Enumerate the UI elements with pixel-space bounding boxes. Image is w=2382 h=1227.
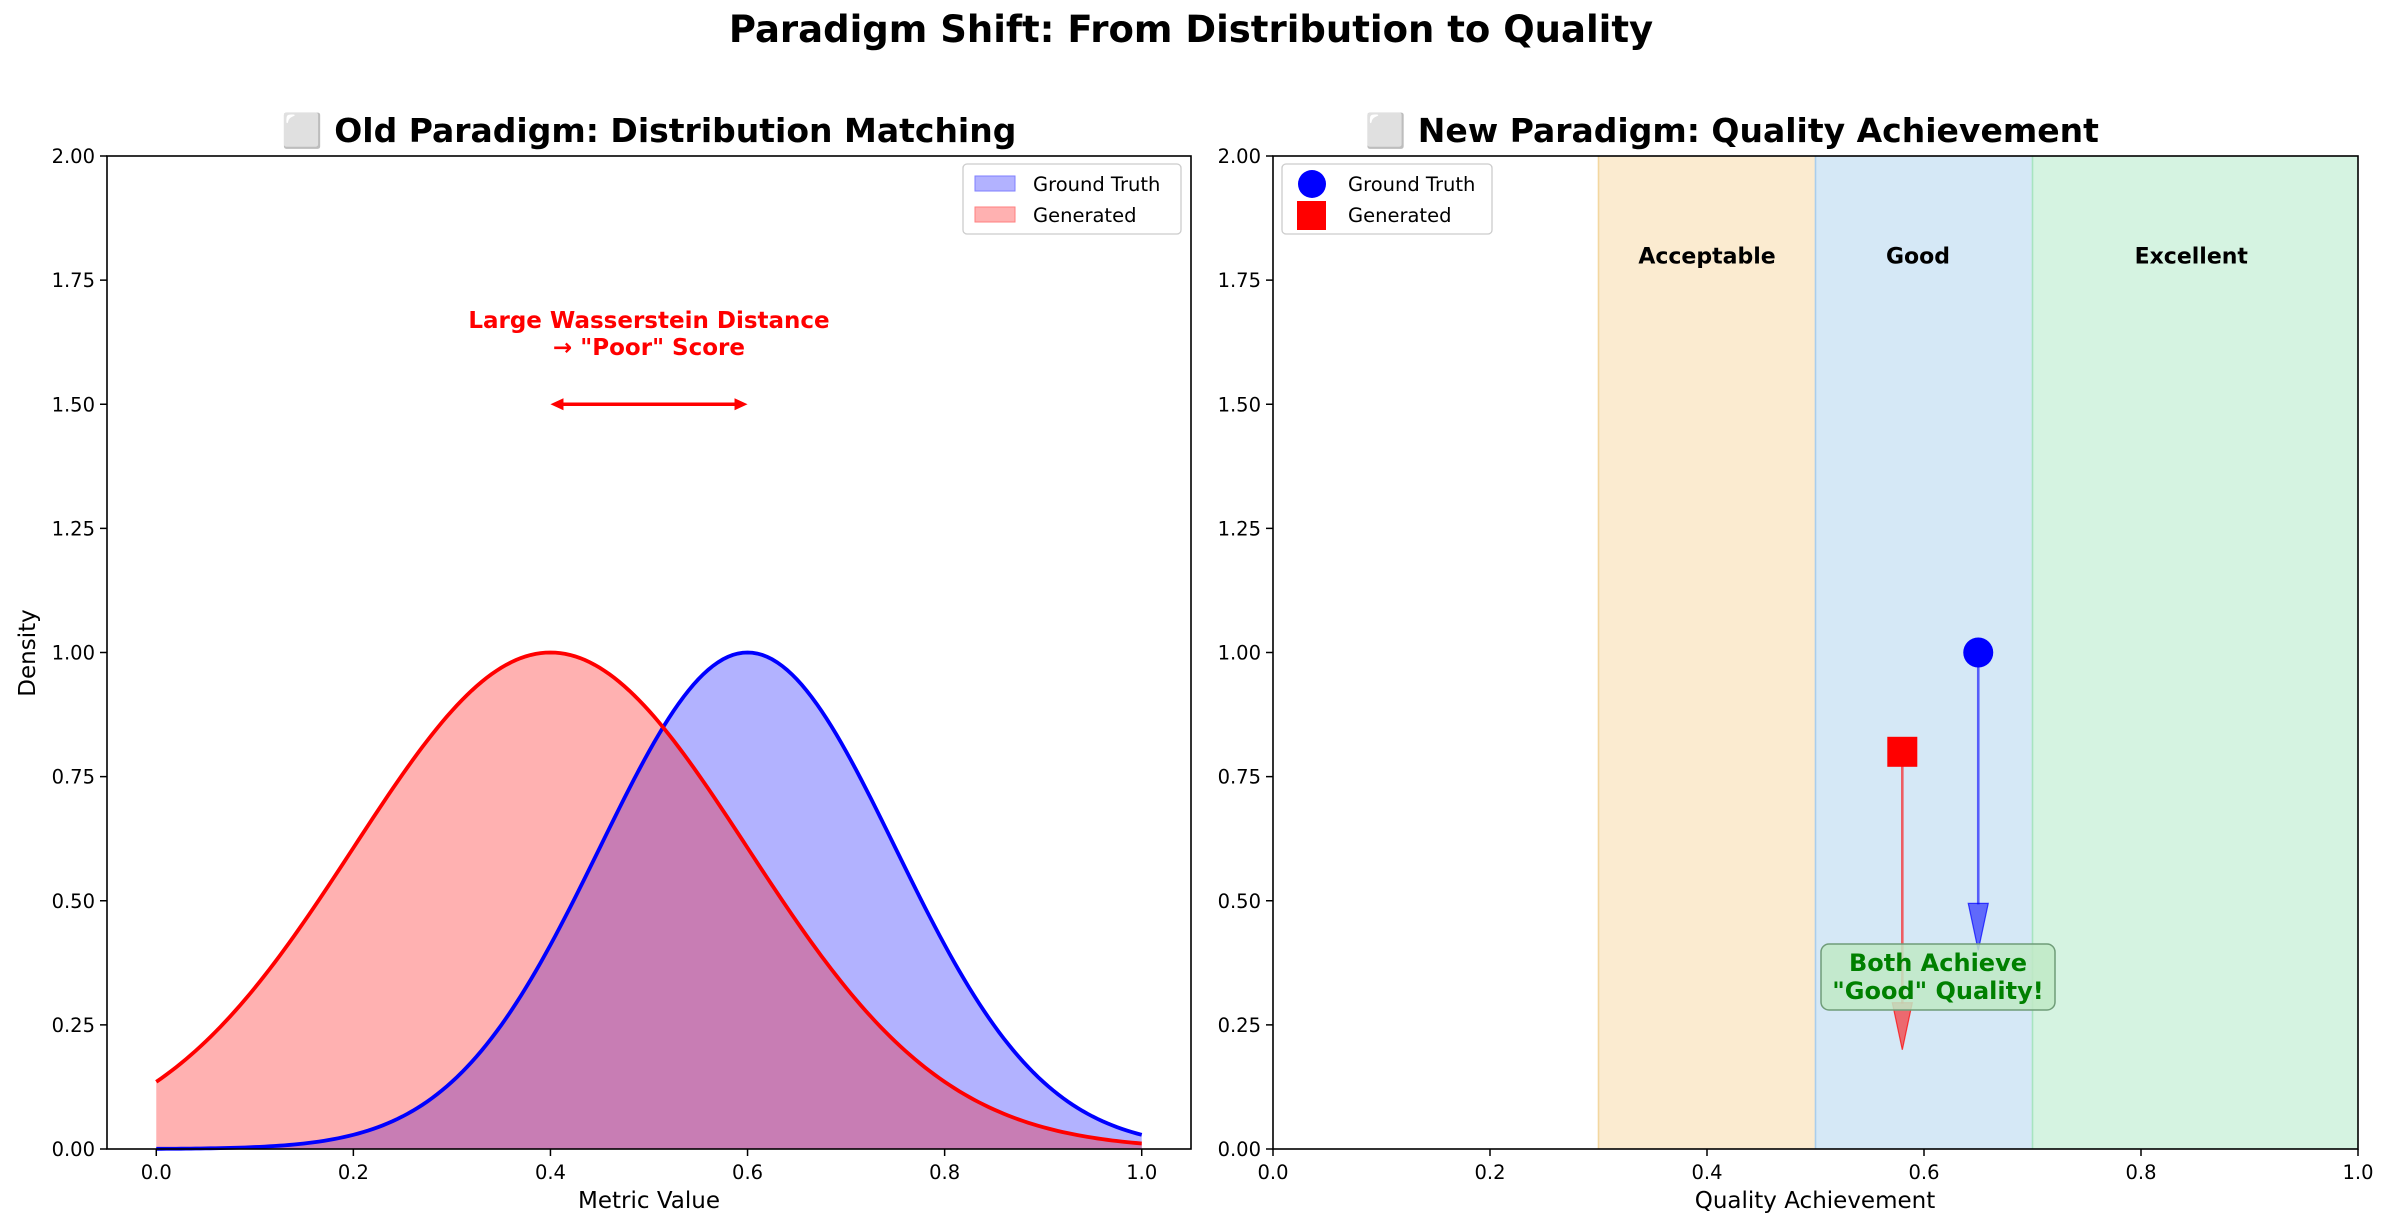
right-x-tick-label: 0.8: [2125, 1161, 2156, 1184]
ground-truth-point: [1963, 637, 1994, 668]
left-x-tick-label: 0.8: [929, 1161, 960, 1184]
right-x-tick-label: 0.6: [1908, 1161, 1939, 1184]
left-y-tick-label: 2.00: [52, 145, 95, 168]
right-chart-title: ⬜ New Paradigm: Quality Achievement: [1365, 111, 2099, 150]
legend-swatch-ground-truth: [974, 175, 1016, 192]
generated-curve: [155, 650, 1142, 1146]
left-chart-title: ⬜ Old Paradigm: Distribution Matching: [282, 111, 1017, 150]
left-y-tick-label: 0.25: [52, 1014, 95, 1037]
legend-marker-ground-truth: [1298, 170, 1326, 198]
left-y-axis-label: Density: [15, 609, 41, 696]
left-x-tick-label: 0.0: [141, 1161, 172, 1184]
wasserstein-annotation-line2: → "Poor" Score: [553, 335, 745, 361]
figure-suptitle: Paradigm Shift: From Distribution to Qua…: [729, 8, 1653, 51]
success-annotation-line1: Both Achieve: [1849, 949, 2027, 977]
left-x-tick-label: 0.2: [338, 1161, 369, 1184]
right-x-tick-label: 0.4: [1691, 1161, 1722, 1184]
left-legend-box: [962, 163, 1182, 235]
wasserstein-arrowhead-right: [734, 398, 748, 411]
right-y-axis: 0.00 0.25 0.50 0.75 1.00 1.25 1.50 1.75 2.00: [1218, 145, 1273, 1161]
right-annotation: Both Achieve "Good" Quality!: [1820, 943, 2056, 1011]
right-legend: Ground Truth Generated: [1281, 163, 1493, 235]
wasserstein-arrowhead-left: [550, 398, 564, 411]
right-y-tick-label: 2.00: [1218, 145, 1261, 168]
left-y-tick-label: 1.00: [52, 642, 95, 665]
legend-label-ground-truth-right: Ground Truth: [1348, 173, 1475, 196]
right-y-tick-label: 0.75: [1218, 766, 1261, 789]
left-y-tick-label: 0.00: [52, 1138, 95, 1161]
left-x-tick-label: 1.0: [1126, 1161, 1157, 1184]
quality-band-label-acceptable: Acceptable: [1638, 244, 1775, 269]
right-y-tick-label: 1.00: [1218, 642, 1261, 665]
left-annotation: Large Wasserstein Distance → "Poor" Scor…: [468, 308, 830, 411]
left-x-tick-label: 0.6: [732, 1161, 763, 1184]
right-y-tick-label: 0.50: [1218, 890, 1261, 913]
left-y-tick-label: 1.25: [52, 517, 95, 540]
right-x-tick-label: 1.0: [2342, 1161, 2373, 1184]
right-x-tick-label: 0.0: [1257, 1161, 1288, 1184]
legend-label-generated: Generated: [1033, 204, 1136, 227]
left-x-axis-label: Metric Value: [578, 1188, 720, 1214]
left-x-tick-label: 0.4: [535, 1161, 566, 1184]
left-y-tick-label: 1.75: [52, 269, 95, 292]
legend-label-ground-truth: Ground Truth: [1033, 173, 1160, 196]
right-y-tick-label: 1.75: [1218, 269, 1261, 292]
right-y-tick-label: 0.00: [1218, 1138, 1261, 1161]
quality-band-acceptable: [1598, 156, 1816, 1149]
quality-band-excellent: [2032, 156, 2358, 1149]
right-y-tick-label: 0.25: [1218, 1014, 1261, 1037]
right-plot-area: [1887, 637, 1994, 1050]
right-y-tick-label: 1.50: [1218, 393, 1261, 416]
wasserstein-annotation-line1: Large Wasserstein Distance: [468, 308, 829, 334]
right-x-axis-label: Quality Achievement: [1695, 1188, 1936, 1214]
ground-truth-curve: [156, 650, 1143, 1151]
left-y-tick-label: 0.50: [52, 890, 95, 913]
success-annotation-line2: "Good" Quality!: [1832, 977, 2043, 1005]
quality-band-label-good: Good: [1886, 244, 1950, 269]
left-legend: Ground Truth Generated: [962, 163, 1182, 235]
left-y-axis: 0.00 0.25 0.50 0.75 1.00 1.25 1.50 1.75 2.00: [52, 145, 107, 1161]
generated-point: [1887, 736, 1918, 767]
right-y-tick-label: 1.25: [1218, 517, 1261, 540]
right-x-axis: 0.0 0.2 0.4 0.6 0.8 1.0: [1257, 1149, 2374, 1184]
left-chart: ⬜ Old Paradigm: Distribution Matching La…: [15, 111, 1192, 1214]
quality-band-label-excellent: Excellent: [2135, 244, 2249, 269]
left-x-axis: 0.0 0.2 0.4 0.6 0.8 1.0: [141, 1149, 1157, 1184]
left-y-tick-label: 1.50: [52, 393, 95, 416]
legend-swatch-generated: [974, 206, 1016, 223]
left-plot-area: [155, 650, 1143, 1151]
success-annotation-box: [1820, 943, 2056, 1011]
legend-label-generated-right: Generated: [1348, 204, 1451, 227]
right-chart: ⬜ New Paradigm: Quality Achievement Acce…: [1218, 111, 2374, 1214]
right-x-tick-label: 0.2: [1474, 1161, 1505, 1184]
right-legend-box: [1281, 163, 1493, 235]
legend-marker-generated: [1297, 201, 1326, 230]
left-y-tick-label: 0.75: [52, 766, 95, 789]
ground-truth-drop-arrow-head: [1967, 902, 1989, 951]
